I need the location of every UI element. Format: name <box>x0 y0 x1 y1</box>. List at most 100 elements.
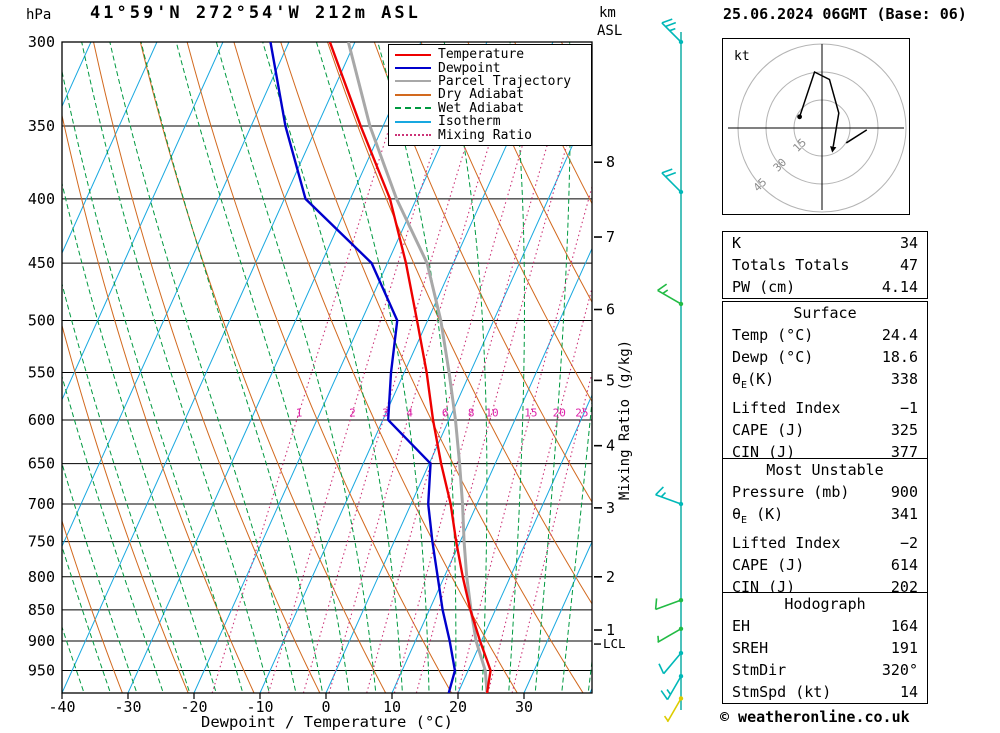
svg-text:300: 300 <box>28 33 55 51</box>
row-label: Temp (°C) <box>732 326 814 344</box>
chart-legend: Temperature Dewpoint Parcel Trajectory Dry … <box>388 44 592 146</box>
svg-text:450: 450 <box>28 254 55 272</box>
svg-text:15: 15 <box>524 407 537 420</box>
table-row: CIN (J) 202 <box>723 576 927 598</box>
svg-text:8: 8 <box>606 153 615 171</box>
row-value: 4.14 <box>881 278 918 296</box>
svg-text:2: 2 <box>606 568 615 586</box>
svg-text:4: 4 <box>406 407 413 420</box>
legend-line-sample <box>395 120 431 123</box>
table-row: SREH 191 <box>723 637 927 659</box>
parcel-curve <box>346 42 489 693</box>
row-value: 14 <box>899 683 918 701</box>
table-row: CAPE (J) 325 <box>723 419 927 441</box>
row-label: Lifted Index <box>732 399 841 417</box>
hodograph-trace <box>798 70 840 147</box>
svg-text:10: 10 <box>485 407 498 420</box>
stability-indices-table: K 34 Totals Totals 47 PW (cm) 4.14 <box>722 231 928 299</box>
row-label: EH <box>732 617 751 635</box>
svg-text:30: 30 <box>515 698 533 716</box>
legend-item: Isotherm <box>395 115 589 128</box>
wind-barbs <box>654 18 684 723</box>
pressure-axis-unit: hPa <box>26 7 52 23</box>
svg-text:350: 350 <box>28 117 55 135</box>
row-value: 325 <box>890 421 918 439</box>
row-label: Totals Totals <box>732 256 850 274</box>
table-row: CIN (J) 377 <box>723 441 927 463</box>
svg-text:20: 20 <box>449 698 467 716</box>
svg-text:650: 650 <box>28 455 55 473</box>
legend-line-sample <box>395 107 431 110</box>
svg-text:800: 800 <box>28 568 55 586</box>
svg-text:3: 3 <box>606 499 615 517</box>
hodograph-panel: 15 30 45 kt <box>722 38 910 215</box>
table-row: Temp (°C) 24.4 <box>723 324 927 346</box>
legend-item: Wet Adiabat <box>395 102 589 115</box>
svg-text:8: 8 <box>468 407 475 420</box>
svg-text:1: 1 <box>606 621 615 639</box>
mixing-ratio-axis-label: Mixing Ratio (g/kg) <box>617 340 633 500</box>
svg-text:7: 7 <box>606 228 615 246</box>
hodograph-table: Hodograph EH 164 SREH 191 StmDir 320° StmSpd (k… <box>722 592 928 704</box>
altitude-axis-unit-asl: ASL <box>597 23 623 39</box>
svg-text:20: 20 <box>553 407 566 420</box>
row-label: K <box>732 234 742 252</box>
table-row: StmDir 320° <box>723 659 927 681</box>
copyright: © weatheronline.co.uk <box>720 708 910 726</box>
row-label: PW (cm) <box>732 278 796 296</box>
svg-text:5: 5 <box>606 371 615 389</box>
svg-text:0: 0 <box>321 698 330 716</box>
row-label: Lifted Index <box>732 534 841 552</box>
svg-text:3: 3 <box>382 407 389 420</box>
row-label: θE(K) <box>732 370 775 391</box>
svg-text:400: 400 <box>28 190 55 208</box>
svg-text:2: 2 <box>349 407 356 420</box>
row-value: 164 <box>890 617 918 635</box>
legend-item-label: Dry Adiabat <box>438 87 525 103</box>
legend-item: Dewpoint <box>395 60 589 76</box>
legend-line-sample <box>395 53 431 56</box>
table-row: StmSpd (kt) 14 <box>723 681 927 703</box>
svg-text:-10: -10 <box>246 698 273 716</box>
svg-text:950: 950 <box>28 662 55 680</box>
most-unstable-table: Most Unstable Pressure (mb) 900 θE (K) 341 Li… <box>722 458 928 599</box>
table-row: Totals Totals 47 <box>723 254 927 276</box>
table-section-title: Hodograph <box>784 595 866 613</box>
svg-text:-40: -40 <box>48 698 75 716</box>
row-value: 24.4 <box>881 326 918 344</box>
svg-text:750: 750 <box>28 533 55 551</box>
svg-text:550: 550 <box>28 364 55 382</box>
legend-item-label: Dewpoint <box>438 60 501 76</box>
row-value: 47 <box>899 256 918 274</box>
svg-text:700: 700 <box>28 495 55 513</box>
profiles <box>269 42 492 693</box>
row-label: CAPE (J) <box>732 556 805 574</box>
svg-text:1: 1 <box>296 407 303 420</box>
station-location-title: 41°59'N 272°54'W 212m ASL <box>90 3 421 23</box>
table-row: θE (K) 341 <box>723 503 927 532</box>
legend-item: Parcel Trajectory <box>395 75 589 88</box>
row-value: 341 <box>890 505 918 523</box>
storm-motion-vector <box>845 129 868 144</box>
table-row: EH 164 <box>723 615 927 637</box>
row-value: 34 <box>899 234 918 252</box>
legend-line-sample <box>395 80 431 83</box>
hodograph-unit-label: kt <box>734 49 750 64</box>
row-label: StmSpd (kt) <box>732 683 832 701</box>
row-value: 202 <box>890 578 918 596</box>
row-label: CAPE (J) <box>732 421 805 439</box>
temperature-curve <box>328 42 492 693</box>
table-section-title: Most Unstable <box>766 461 884 479</box>
svg-text:-20: -20 <box>180 698 207 716</box>
table-section-title: Surface <box>793 304 857 322</box>
svg-text:600: 600 <box>28 411 55 429</box>
svg-text:25: 25 <box>575 407 588 420</box>
legend-item-label: Temperature <box>438 47 525 63</box>
lcl-marker: LCL <box>594 636 626 651</box>
row-value: 614 <box>890 556 918 574</box>
row-label: SREH <box>732 639 769 657</box>
table-row: Lifted Index −1 <box>723 397 927 419</box>
